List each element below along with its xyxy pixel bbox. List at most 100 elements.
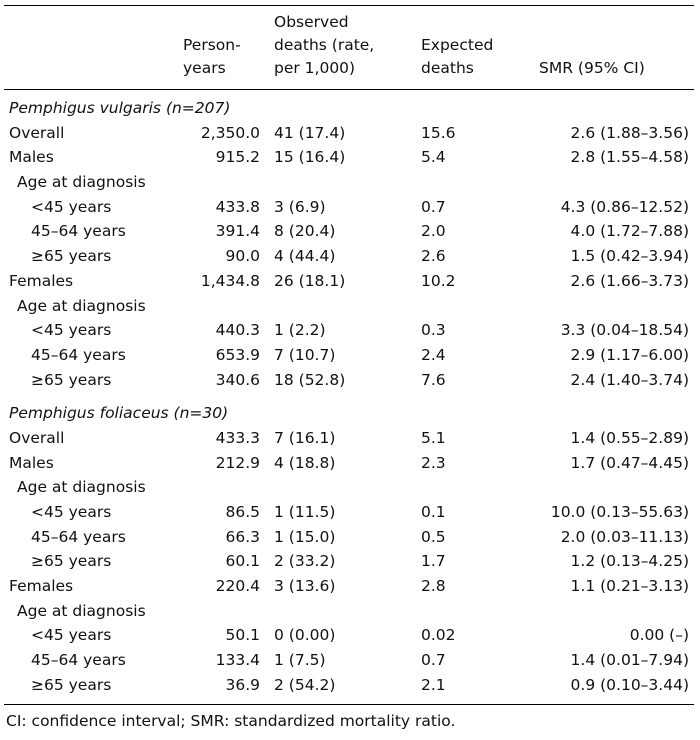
table-row: <45 years 86.5 1 (11.5) 0.1 10.0 (0.13–55.63… [0, 500, 700, 525]
cell-observed-deaths: 15 (16.4) [274, 148, 346, 167]
row-label: <45 years [31, 197, 112, 216]
cell-expected-deaths: 0.02 [421, 626, 456, 645]
cell-observed-deaths: 1 (15.0) [274, 527, 336, 546]
cell-person-years: 66.3 [225, 527, 260, 546]
row-label: <45 years [31, 626, 112, 645]
cell-person-years: 2,350.0 [200, 123, 260, 142]
cell-observed-deaths: 7 (16.1) [274, 428, 336, 447]
cell-observed-deaths: 0 (0.00) [274, 626, 336, 645]
table-row: Males 915.2 15 (16.4) 5.4 2.8 (1.55–4.58) [0, 145, 700, 170]
cell-expected-deaths: 15.6 [421, 123, 456, 142]
cell-expected-deaths: 2.4 [421, 345, 446, 364]
cell-smr: 2.8 (1.55–4.58) [570, 148, 689, 167]
row-label: 45–64 years [31, 527, 126, 546]
cell-smr: 1.5 (0.42–3.94) [570, 247, 689, 266]
section-label: Pemphigus vulgaris (n=207) [9, 99, 231, 117]
table-row: 45–64 years 653.9 7 (10.7) 2.4 2.9 (1.17–6.0… [0, 343, 700, 368]
row-label: ≥65 years [31, 675, 112, 694]
table-header: Person- years Observed deaths (rate, per… [0, 13, 700, 86]
cell-expected-deaths: 10.2 [421, 271, 456, 290]
cell-observed-deaths: 18 (52.8) [274, 370, 346, 389]
row-label: Males [9, 148, 54, 167]
row-label: Overall [9, 428, 65, 447]
cell-observed-deaths: 1 (7.5) [274, 651, 326, 670]
cell-person-years: 212.9 [215, 453, 260, 472]
cell-smr: 0.9 (0.10–3.44) [570, 675, 689, 694]
cell-observed-deaths: 3 (6.9) [274, 197, 326, 216]
cell-smr: 1.4 (0.55–2.89) [570, 428, 689, 447]
cell-observed-deaths: 8 (20.4) [274, 222, 336, 241]
cell-person-years: 433.8 [215, 197, 260, 216]
cell-expected-deaths: 0.5 [421, 527, 446, 546]
cell-smr: 2.9 (1.17–6.00) [570, 345, 689, 364]
table-body: Pemphigus vulgaris (n=207) Overall 2,350.0… [0, 96, 700, 698]
cell-observed-deaths: 26 (18.1) [274, 271, 346, 290]
cell-observed-deaths: 41 (17.4) [274, 123, 346, 142]
cell-expected-deaths: 0.1 [421, 503, 446, 521]
cell-person-years: 440.3 [215, 321, 260, 340]
row-label: Females [9, 577, 74, 596]
row-label: <45 years [31, 503, 112, 521]
table-row: ≥65 years 60.1 2 (33.2) 1.7 1.2 (0.13–4.25) [0, 549, 700, 574]
cell-observed-deaths: 2 (54.2) [274, 675, 336, 694]
cell-observed-deaths: 7 (10.7) [274, 345, 336, 364]
section-row: Pemphigus vulgaris (n=207) [0, 96, 700, 121]
cell-expected-deaths: 7.6 [421, 370, 446, 389]
cell-smr: 1.4 (0.01–7.94) [570, 651, 689, 670]
table-row: 45–64 years 66.3 1 (15.0) 0.5 2.0 (0.03–11.1… [0, 525, 700, 550]
header-smr: SMR (95% CI) [539, 59, 645, 77]
row-label: Age at diagnosis [17, 173, 146, 192]
subheading-row: Age at diagnosis [0, 294, 700, 319]
header-rule [4, 89, 694, 90]
cell-person-years: 220.4 [215, 577, 260, 596]
cell-observed-deaths: 1 (2.2) [274, 321, 326, 340]
cell-expected-deaths: 0.3 [421, 321, 446, 340]
cell-person-years: 653.9 [215, 345, 260, 364]
row-label: Males [9, 453, 54, 472]
cell-observed-deaths: 1 (11.5) [274, 503, 336, 521]
header-person-years: Person- years [183, 36, 241, 77]
table-row: 45–64 years 391.4 8 (20.4) 2.0 4.0 (1.72–7.8… [0, 219, 700, 244]
row-label: Age at diagnosis [17, 478, 146, 497]
footnote: CI: confidence interval; SMR: standardiz… [6, 712, 456, 730]
table-row: Females 1,434.8 26 (18.1) 10.2 2.6 (1.66–3.7… [0, 269, 700, 294]
cell-person-years: 86.5 [225, 503, 260, 521]
cell-smr: 4.3 (0.86–12.52) [560, 197, 689, 216]
table-row: Males 212.9 4 (18.8) 2.3 1.7 (0.47–4.45) [0, 451, 700, 476]
row-label: Overall [9, 123, 65, 142]
cell-smr: 3.3 (0.04–18.54) [560, 321, 689, 340]
table-row: <45 years 433.8 3 (6.9) 0.7 4.3 (0.86–12.52) [0, 195, 700, 220]
cell-expected-deaths: 5.4 [421, 148, 446, 167]
cell-smr: 1.7 (0.47–4.45) [570, 453, 689, 472]
cell-smr: 2.6 (1.66–3.73) [570, 271, 689, 290]
row-label: ≥65 years [31, 247, 112, 266]
row-label: Age at diagnosis [17, 601, 146, 620]
cell-person-years: 391.4 [215, 222, 260, 241]
cell-smr: 2.0 (0.03–11.13) [560, 527, 689, 546]
table-row: 45–64 years 133.4 1 (7.5) 0.7 1.4 (0.01–7.94… [0, 648, 700, 673]
cell-person-years: 90.0 [225, 247, 260, 266]
row-label: <45 years [31, 321, 112, 340]
row-label: Females [9, 271, 74, 290]
cell-person-years: 340.6 [215, 370, 260, 389]
cell-smr: 1.1 (0.21–3.13) [570, 577, 689, 596]
header-observed-deaths: Observed deaths (rate, per 1,000) [274, 13, 375, 77]
cell-observed-deaths: 2 (33.2) [274, 552, 336, 571]
cell-observed-deaths: 4 (44.4) [274, 247, 336, 266]
cell-observed-deaths: 3 (13.6) [274, 577, 336, 596]
header-expected-deaths: Expected deaths [421, 36, 494, 77]
cell-expected-deaths: 2.3 [421, 453, 446, 472]
cell-expected-deaths: 2.1 [421, 675, 446, 694]
row-label: 45–64 years [31, 651, 126, 670]
cell-person-years: 915.2 [215, 148, 260, 167]
cell-expected-deaths: 0.7 [421, 651, 446, 670]
subheading-row: Age at diagnosis [0, 599, 700, 624]
cell-smr: 2.6 (1.88–3.56) [570, 123, 689, 142]
section-label: Pemphigus foliaceus (n=30) [9, 404, 229, 423]
cell-person-years: 60.1 [225, 552, 260, 571]
row-label: 45–64 years [31, 222, 126, 241]
table-row: ≥65 years 90.0 4 (44.4) 2.6 1.5 (0.42–3.94) [0, 244, 700, 269]
cell-observed-deaths: 4 (18.8) [274, 453, 336, 472]
cell-expected-deaths: 0.7 [421, 197, 446, 216]
section-row: Pemphigus foliaceus (n=30) [0, 401, 700, 426]
